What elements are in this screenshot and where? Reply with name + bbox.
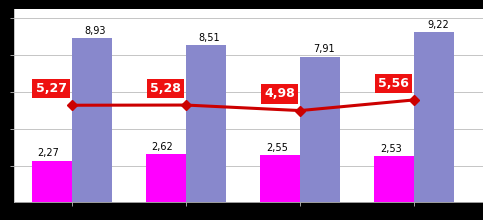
Text: 5,56: 5,56 [379, 77, 409, 90]
Text: 7,91: 7,91 [313, 44, 334, 54]
Bar [260, 155, 300, 202]
Text: 2,62: 2,62 [152, 142, 173, 152]
Text: 5,28: 5,28 [150, 82, 181, 95]
Text: 2,55: 2,55 [266, 143, 288, 153]
Text: 2,27: 2,27 [37, 148, 59, 158]
Text: 4,98: 4,98 [264, 88, 295, 101]
Text: 8,51: 8,51 [199, 33, 220, 43]
Text: 5,27: 5,27 [36, 82, 67, 95]
Bar [374, 156, 414, 202]
Bar [300, 57, 340, 202]
Bar [414, 32, 455, 202]
Bar [146, 154, 186, 202]
Text: 9,22: 9,22 [427, 20, 449, 30]
Bar [31, 161, 71, 202]
Text: 2,53: 2,53 [380, 143, 402, 154]
Bar [186, 46, 226, 202]
Bar [71, 38, 112, 202]
Text: 8,93: 8,93 [85, 26, 106, 36]
